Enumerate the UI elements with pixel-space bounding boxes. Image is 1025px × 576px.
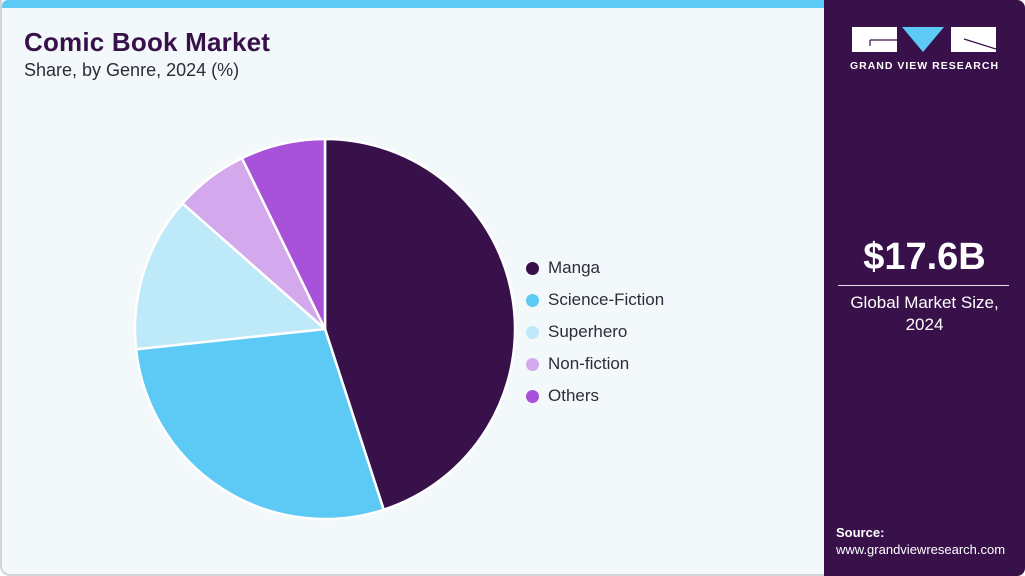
market-size-label: Global Market Size, 2024 — [824, 292, 1025, 336]
legend-label: Superhero — [548, 322, 628, 341]
legend-label: Non-fiction — [548, 354, 630, 373]
legend-item-science-fiction: Science-Fiction — [526, 284, 664, 316]
market-size-label-line2: 2024 — [905, 315, 944, 334]
legend-swatch-icon — [526, 357, 539, 371]
legend-swatch-icon — [526, 325, 539, 339]
legend-label: Science-Fiction — [548, 290, 665, 309]
pie-slice-manga — [323, 137, 517, 511]
chart-subtitle: Share, by Genre, 2024 (%) — [24, 60, 240, 80]
legend-swatch-icon — [526, 293, 539, 307]
accent-bar — [2, 0, 826, 8]
legend-swatch-icon — [526, 261, 539, 275]
pie-slice-others — [240, 137, 327, 331]
legend-label: Others — [548, 386, 600, 405]
chart-legend: Manga Science-Fiction Superhero Non-fict… — [526, 252, 664, 412]
source-label: Source: — [836, 525, 885, 540]
legend-label: Manga — [548, 258, 600, 277]
divider — [838, 285, 1009, 286]
market-size-value: $17.6B — [863, 236, 986, 278]
pie-chart — [133, 137, 517, 521]
legend-item-manga: Manga — [526, 252, 664, 284]
chart-panel: Comic Book Market Share, by Genre, 2024 … — [0, 0, 826, 576]
chart-title: Comic Book Market — [24, 27, 271, 57]
gvr-logo-icon — [852, 27, 996, 52]
brand-name: GRAND VIEW RESEARCH — [849, 60, 1000, 72]
legend-swatch-icon — [526, 389, 539, 403]
legend-item-non-fiction: Non-fiction — [526, 348, 664, 380]
market-size-label-line1: Global Market Size, — [850, 293, 999, 312]
pie-slice-science-fiction — [134, 327, 385, 521]
source-link[interactable]: www.grandviewresearch.com — [836, 542, 1006, 557]
legend-item-superhero: Superhero — [526, 316, 664, 348]
legend-item-others: Others — [526, 380, 664, 412]
sidebar: GRAND VIEW RESEARCH $17.6B Global Market… — [824, 0, 1025, 576]
pie-slice-superhero — [133, 202, 327, 351]
